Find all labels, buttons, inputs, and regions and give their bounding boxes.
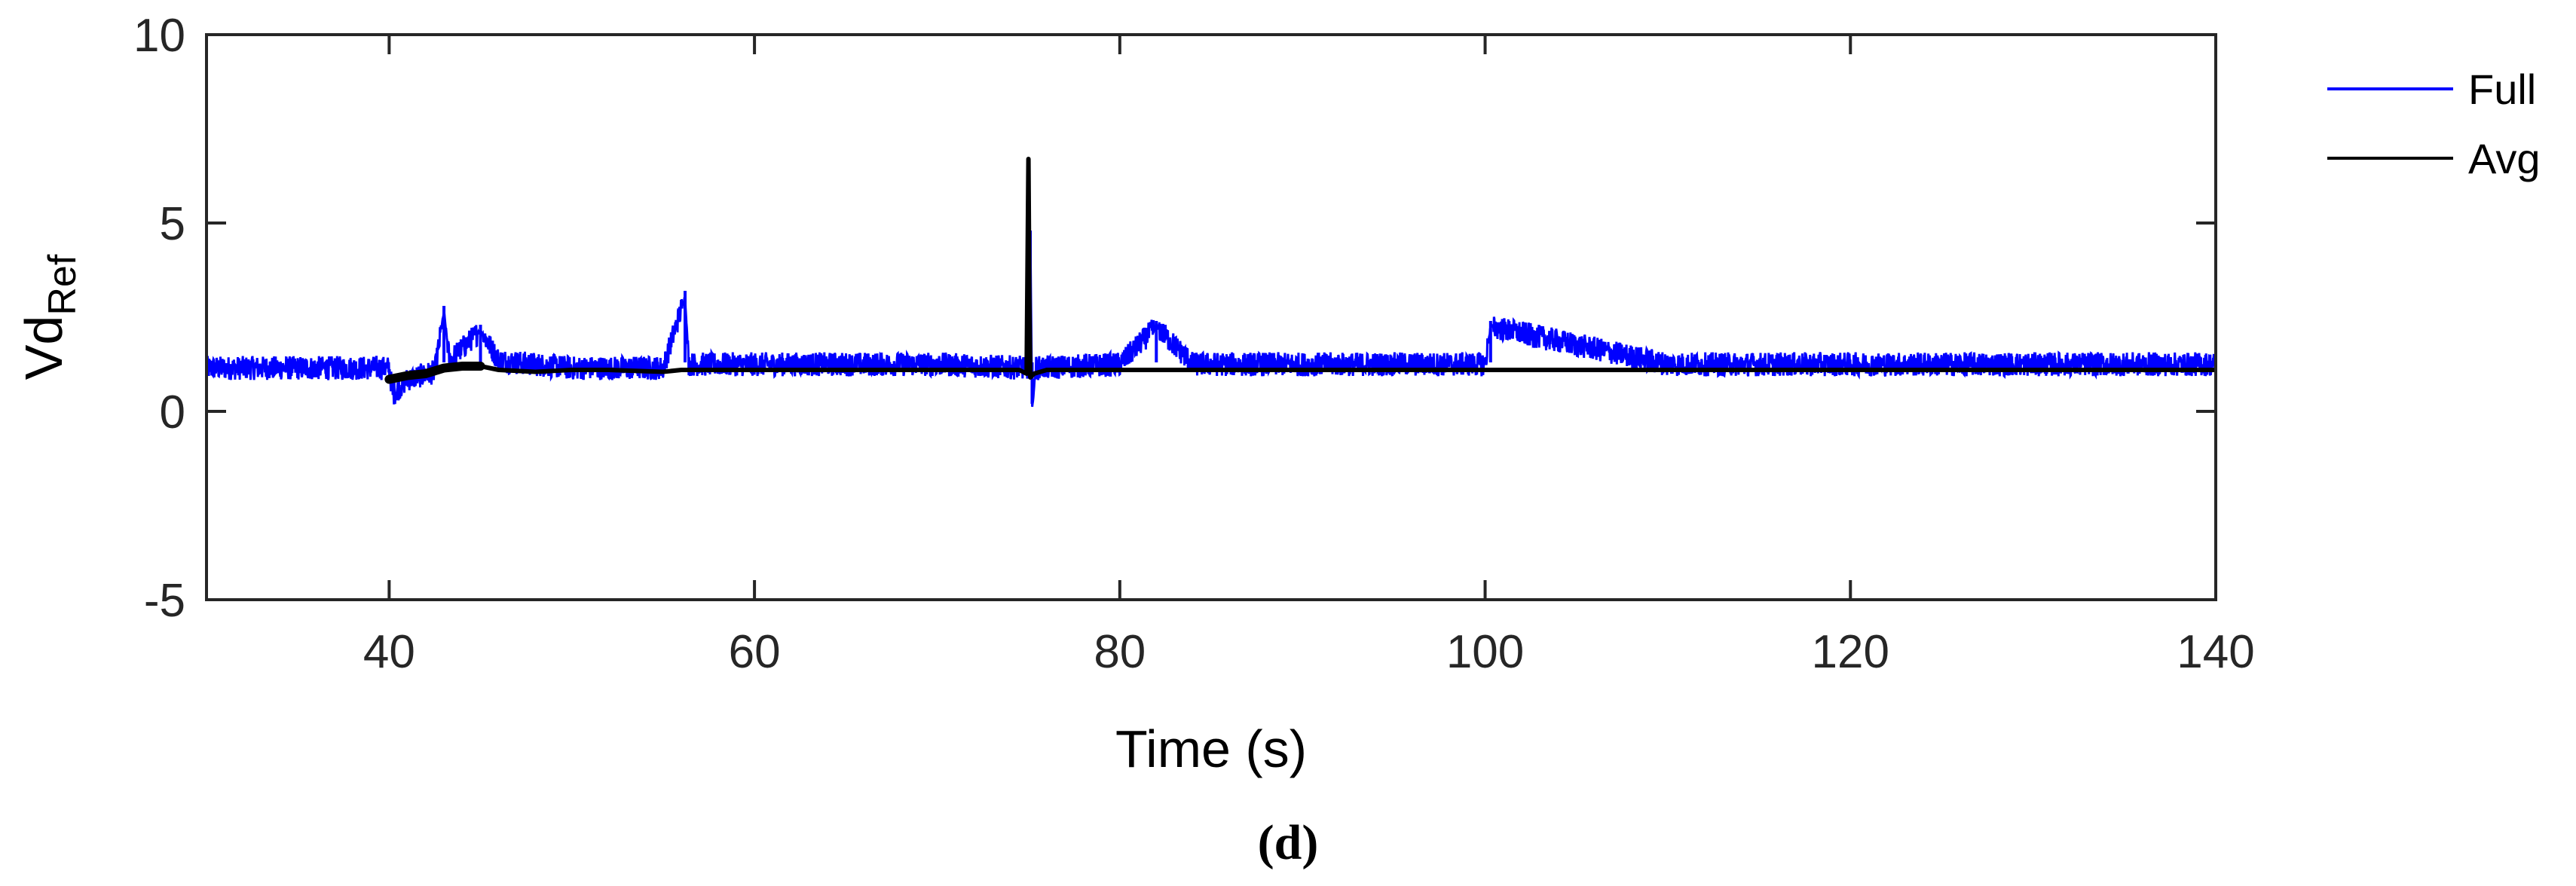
- x-tick-label: 80: [1094, 626, 1146, 678]
- y-tick-label: 5: [160, 198, 185, 250]
- legend: Full Avg: [2327, 66, 2540, 182]
- y-axis-label-main: Vd: [14, 316, 73, 380]
- y-axis-label: VdRef: [14, 254, 84, 380]
- x-tick-label: 120: [1812, 626, 1889, 678]
- x-tick-label: 140: [2177, 626, 2254, 678]
- legend-label-avg: Avg: [2468, 135, 2540, 182]
- x-tick-label: 100: [1446, 626, 1524, 678]
- axes-box: [205, 33, 2217, 601]
- y-tick-label: -5: [144, 575, 185, 627]
- panel-label: (d): [1258, 815, 1319, 870]
- legend-label-full: Full: [2468, 66, 2536, 113]
- x-axis-label: Time (s): [1115, 719, 1307, 778]
- series-avg-start: [384, 362, 485, 384]
- plot-area: [207, 157, 2216, 408]
- x-tick-label: 40: [363, 626, 415, 678]
- y-tick-label: 0: [160, 386, 185, 438]
- y-tick-label: 10: [133, 10, 185, 62]
- y-axis-label-sub: Ref: [41, 254, 84, 315]
- series-avg-line: [388, 157, 2216, 382]
- series-full-line: [207, 237, 2216, 408]
- x-tick-label: 60: [729, 626, 781, 678]
- series-group: [207, 157, 2216, 408]
- axis-ticks: 40 60 80 100 120 140 -5 0 5 10: [133, 10, 2255, 678]
